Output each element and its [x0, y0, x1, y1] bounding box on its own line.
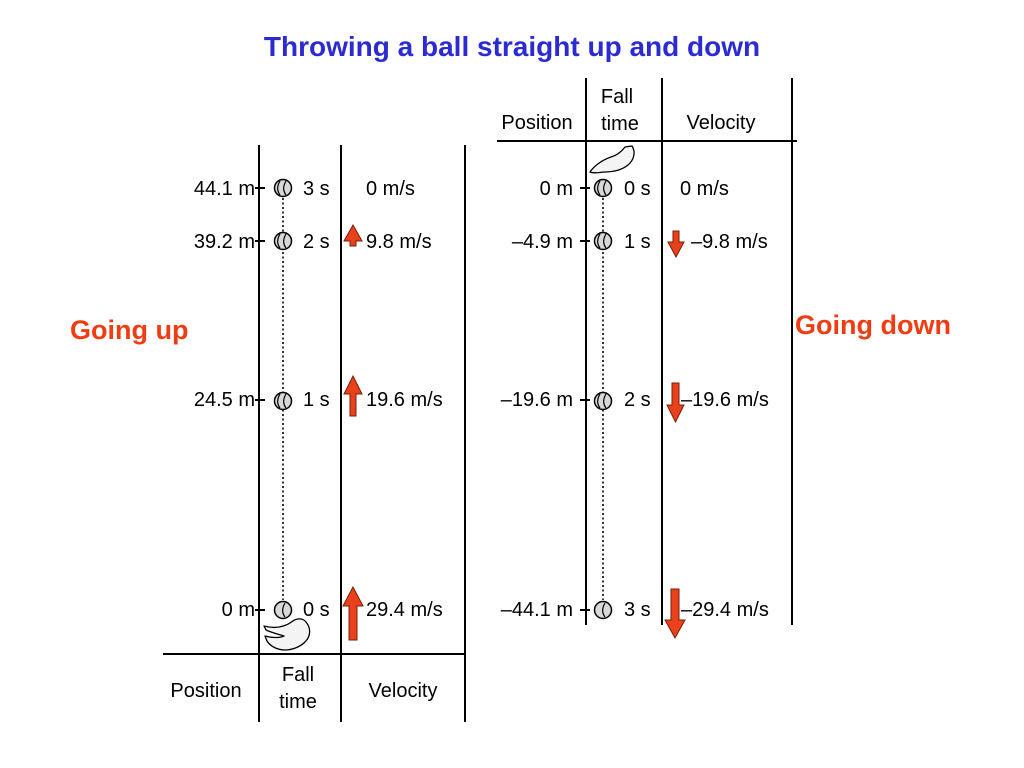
down-row: 0 m 0 s 0 m/s — [540, 178, 729, 200]
down-row-velocity: –19.6 m/s — [681, 389, 769, 411]
up-row: 39.2 m 2 s 9.8 m/s — [194, 231, 432, 253]
up-row-velocity: 19.6 m/s — [366, 389, 443, 411]
down-header-fall: Fall — [601, 86, 633, 108]
down-row: –19.6 m 2 s –19.6 m/s — [501, 389, 769, 411]
down-row-time: 1 s — [624, 231, 651, 253]
up-header-fall: Fall — [282, 664, 314, 686]
baseball-icon — [273, 600, 293, 620]
up-row-time: 1 s — [303, 389, 330, 411]
down-row-velocity: –9.8 m/s — [691, 231, 768, 253]
up-header-position: Position — [170, 680, 241, 702]
velocity-arrow-icon — [343, 223, 363, 247]
down-row-time: 2 s — [624, 389, 651, 411]
hand-icon — [263, 618, 311, 651]
down-row-velocity: –29.4 m/s — [681, 599, 769, 621]
down-header-velocity: Velocity — [687, 112, 756, 134]
up-row-velocity: 9.8 m/s — [366, 231, 432, 253]
down-header-time: time — [601, 113, 639, 135]
velocity-arrow-icon — [667, 230, 685, 259]
velocity-arrow-icon — [342, 585, 364, 641]
up-row: 0 m 0 s 29.4 m/s — [222, 599, 443, 621]
up-row-time: 0 s — [303, 599, 330, 621]
up-row-position: 24.5 m — [194, 389, 255, 411]
down-row-position: –44.1 m — [501, 599, 573, 621]
down-header-position: Position — [501, 112, 572, 134]
down-row-velocity: 0 m/s — [680, 178, 729, 200]
up-header-time: time — [279, 691, 317, 713]
up-row-position: 44.1 m — [194, 178, 255, 200]
velocity-arrow-icon — [664, 588, 686, 640]
down-row: –44.1 m 3 s –29.4 m/s — [501, 599, 769, 621]
down-row: –4.9 m 1 s –9.8 m/s — [512, 231, 768, 253]
up-table: 44.1 m 3 s 0 m/s 39.2 m 2 s 9.8 m/s 24.5… — [163, 145, 466, 722]
down-row-position: –19.6 m — [501, 389, 573, 411]
baseball-icon — [593, 600, 613, 620]
up-row-position: 39.2 m — [194, 231, 255, 253]
up-row-time: 2 s — [303, 231, 330, 253]
up-header-velocity: Velocity — [369, 680, 438, 702]
hand-icon — [589, 145, 635, 174]
baseball-icon — [593, 231, 613, 251]
baseball-icon — [273, 231, 293, 251]
baseball-icon — [273, 391, 293, 411]
up-row: 24.5 m 1 s 19.6 m/s — [194, 389, 443, 411]
velocity-arrow-icon — [666, 382, 685, 424]
up-row-velocity: 0 m/s — [366, 178, 415, 200]
page-title: Throwing a ball straight up and down — [264, 31, 760, 62]
up-row-position: 0 m — [222, 599, 255, 621]
down-row-position: –4.9 m — [512, 231, 573, 253]
up-row-time: 3 s — [303, 178, 330, 200]
baseball-icon — [593, 391, 613, 411]
down-row-time: 0 s — [624, 178, 651, 200]
up-row: 44.1 m 3 s 0 m/s — [194, 178, 415, 200]
down-row-position: 0 m — [540, 178, 573, 200]
going-down-label: Going down — [795, 310, 951, 340]
baseball-icon — [273, 178, 293, 198]
down-row-time: 3 s — [624, 599, 651, 621]
going-up-label: Going up — [70, 315, 188, 345]
up-row-velocity: 29.4 m/s — [366, 599, 443, 621]
baseball-icon — [593, 178, 613, 198]
velocity-arrow-icon — [343, 374, 363, 417]
down-table: Position Fall time Velocity 0 m 0 s 0 m/… — [497, 78, 797, 640]
